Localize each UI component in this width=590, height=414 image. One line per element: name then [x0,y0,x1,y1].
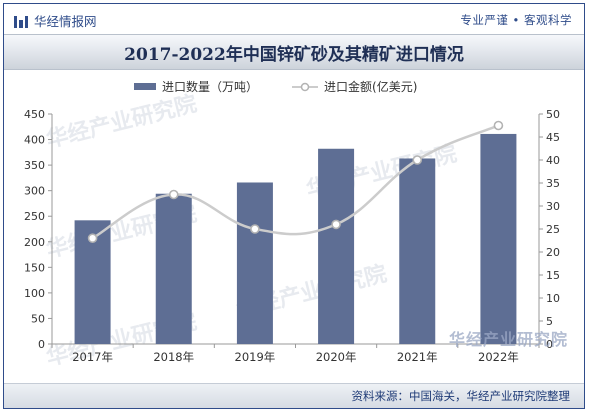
legend-line-label: 进口金额(亿美元) [324,80,418,94]
y-left-tick-label: 450 [24,108,45,121]
chart-title: 2017-2022年中国锌矿砂及其精矿进口情况 [124,44,464,65]
line-marker [331,219,341,230]
y-left-tick-label: 350 [24,159,45,172]
line-marker [250,224,260,234]
line-import-value [91,124,499,240]
bar-import-volume [399,158,436,344]
x-tick-label: 2019年 [235,350,276,364]
brand-logo-icon [14,14,28,28]
y-right-tick-label: 30 [546,200,560,213]
y-left-tick-label: 100 [24,287,45,300]
line-marker [87,233,98,243]
chart-plot: 0 50 100 150 200 250 300 350 400 450 0 5 10 15 20 25 30 3… [24,108,560,364]
bar-import-volume [236,182,273,344]
legend-bar-label: 进口数量（万吨） [162,80,259,94]
legend-bar-swatch [134,83,156,90]
brand: 华经情报网 [14,11,97,30]
y-right-tick-label: 0 [546,338,553,351]
brand-name: 华经情报网 [34,14,97,29]
title-bar: 2017-2022年中国锌矿砂及其精矿进口情况 [4,34,584,70]
x-tick-label: 2021年 [397,350,438,364]
y-left-tick-label: 400 [24,134,45,147]
x-tick-label: 2022年 [478,350,519,364]
x-tick-label: 2017年 [72,350,113,364]
x-tick-label: 2020年 [316,350,357,364]
bar-import-volume [318,148,355,344]
y-left-tick-label: 250 [24,210,45,223]
footer-bar: 资料来源：中国海关，华经产业研究院整理 [4,383,584,408]
y-right-tick-label: 35 [546,177,560,190]
chart-frame: 华经情报网 专业严谨 • 客观科学 2017-2022年中国锌矿砂及其精矿进口情… [3,3,585,409]
line-marker [412,155,423,165]
bar-import-volume [480,133,517,344]
y-right-tick-label: 25 [546,223,560,236]
y-right-tick-label: 45 [546,131,560,144]
slogan: 专业严谨 • 客观科学 [460,13,572,27]
source-note: 资料来源：中国海关，华经产业研究院整理 [351,389,571,403]
y-left-tick-label: 300 [24,185,45,198]
chart-legend: 进口数量（万吨） 进口金额(亿美元) [134,78,451,95]
line-marker [168,189,179,200]
watermark-logo: 华经产业研究院 [448,330,568,349]
header-bar: 华经情报网 专业严谨 • 客观科学 [4,4,584,34]
legend-item-bar: 进口数量（万吨） [134,78,258,95]
y-right-tick-label: 20 [546,246,560,259]
x-tick-label: 2018年 [153,350,194,364]
y-left-tick-label: 50 [31,312,45,325]
y-left-tick-label: 0 [38,338,45,351]
y-right-tick-label: 40 [546,154,560,167]
bar-import-volume [155,193,192,344]
y-right-tick-label: 5 [546,315,553,328]
y-right-tick-label: 15 [546,269,560,282]
line-marker [493,120,504,131]
legend-item-line: 进口金额(亿美元) [292,78,417,95]
y-left-tick-label: 150 [24,261,45,274]
y-right-tick-label: 10 [546,292,560,305]
y-left-tick-label: 200 [24,236,45,249]
legend-line-swatch [292,82,319,91]
y-right-tick-label: 50 [546,108,560,121]
